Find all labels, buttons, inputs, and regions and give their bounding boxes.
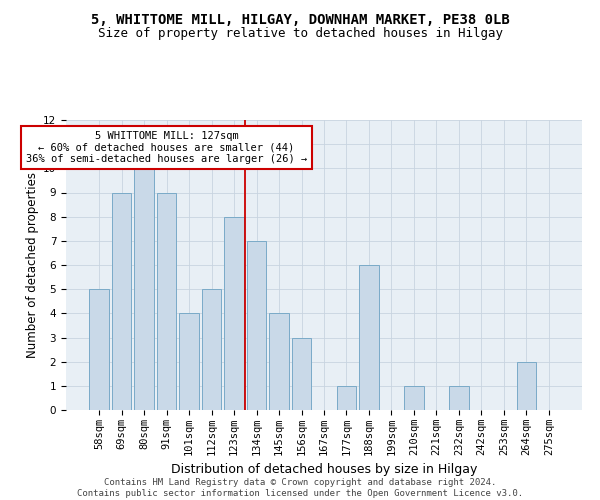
Bar — [269, 314, 289, 410]
Bar — [112, 192, 131, 410]
Bar — [517, 362, 536, 410]
Bar — [134, 168, 154, 410]
X-axis label: Distribution of detached houses by size in Hilgay: Distribution of detached houses by size … — [171, 464, 477, 476]
Bar — [202, 289, 221, 410]
Bar — [449, 386, 469, 410]
Bar — [404, 386, 424, 410]
Bar — [337, 386, 356, 410]
Y-axis label: Number of detached properties: Number of detached properties — [26, 172, 39, 358]
Text: Size of property relative to detached houses in Hilgay: Size of property relative to detached ho… — [97, 28, 503, 40]
Bar — [179, 314, 199, 410]
Bar — [89, 289, 109, 410]
Bar — [292, 338, 311, 410]
Text: 5, WHITTOME MILL, HILGAY, DOWNHAM MARKET, PE38 0LB: 5, WHITTOME MILL, HILGAY, DOWNHAM MARKET… — [91, 12, 509, 26]
Bar — [224, 216, 244, 410]
Bar — [157, 192, 176, 410]
Text: 5 WHITTOME MILL: 127sqm
← 60% of detached houses are smaller (44)
36% of semi-de: 5 WHITTOME MILL: 127sqm ← 60% of detache… — [26, 131, 307, 164]
Bar — [247, 241, 266, 410]
Text: Contains HM Land Registry data © Crown copyright and database right 2024.
Contai: Contains HM Land Registry data © Crown c… — [77, 478, 523, 498]
Bar — [359, 265, 379, 410]
